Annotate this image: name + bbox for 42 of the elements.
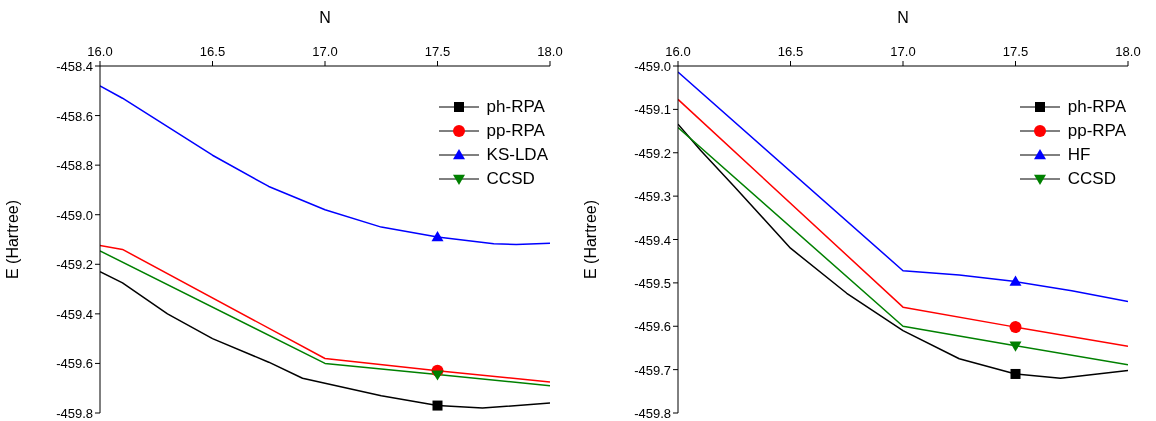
x-tick-label: 17.5 (424, 44, 451, 59)
x-axis-title: N (319, 9, 331, 27)
y-axis-title: E (Hartree) (3, 199, 21, 280)
x-tick-label: 16.0 (665, 44, 691, 59)
y-tick-label: -458.8 (56, 158, 93, 174)
x-tick-label: 17.5 (1002, 44, 1029, 59)
y-tick-label: -459.7 (634, 362, 671, 378)
legend-label: CCSD (1067, 168, 1116, 190)
y-tick-label: -459.0 (634, 59, 671, 74)
x-tick-label: 16.5 (199, 44, 226, 59)
y-tick-label: -459.4 (56, 306, 93, 322)
legend-label: ph-RPA (1067, 96, 1126, 118)
x-tick-label: 17.0 (890, 44, 916, 59)
x-tick-label: 17.0 (312, 44, 338, 59)
line-series (678, 71, 1128, 303)
y-axis-title: E (Hartree) (581, 199, 599, 280)
y-tick-label: -459.2 (56, 257, 93, 273)
y-tick-label: -459.5 (634, 275, 671, 291)
legend-label: HF (1067, 144, 1091, 166)
y-tick-label: -459.2 (634, 145, 671, 161)
legend-label: KS-LDA (486, 144, 548, 166)
x-tick-label: 18.0 (1115, 44, 1141, 59)
y-tick-label: -458.4 (56, 59, 93, 74)
legend-label: pp-RPA (486, 120, 545, 142)
y-tick-label: -458.6 (56, 108, 93, 124)
x-tick-label: 18.0 (537, 44, 563, 59)
y-tick-label: -459.8 (56, 406, 93, 421)
legend-label: pp-RPA (1067, 120, 1126, 142)
y-tick-label: -459.4 (634, 232, 671, 248)
y-tick-label: -459.6 (56, 356, 93, 372)
line-series (100, 85, 550, 246)
legend-label: CCSD (486, 168, 535, 190)
y-tick-label: -459.0 (56, 207, 93, 223)
x-tick-label: 16.0 (87, 44, 113, 59)
y-tick-label: -459.1 (634, 102, 671, 118)
x-axis-title: N (897, 9, 909, 27)
y-tick-label: -459.3 (634, 189, 671, 205)
legend-label: ph-RPA (486, 96, 545, 118)
line-series (678, 98, 1128, 347)
y-tick-label: -459.8 (634, 406, 671, 421)
y-tick-label: -459.6 (634, 319, 671, 335)
x-tick-label: 16.5 (777, 44, 804, 59)
